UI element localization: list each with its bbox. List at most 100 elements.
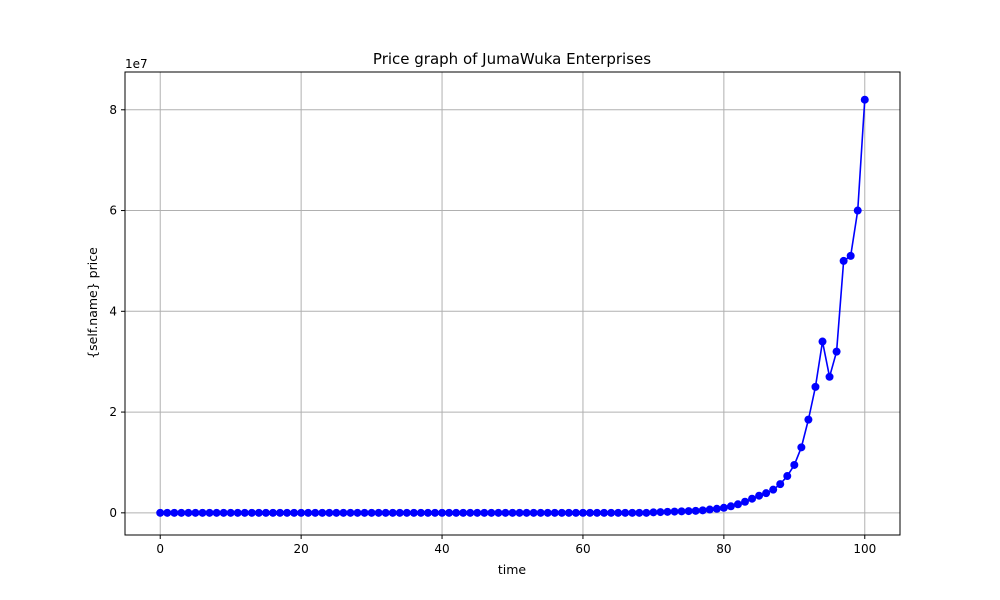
data-point: [318, 508, 327, 517]
data-point: [459, 508, 468, 517]
data-point: [698, 506, 707, 515]
data-point: [571, 508, 580, 517]
data-point: [635, 508, 644, 517]
data-point: [755, 491, 764, 500]
data-point: [311, 508, 320, 517]
data-point: [691, 506, 700, 515]
data-point: [247, 508, 256, 517]
data-point: [811, 382, 820, 391]
data-point: [438, 508, 447, 517]
data-point: [212, 508, 221, 517]
data-point: [304, 508, 313, 517]
data-point: [170, 508, 179, 517]
y-tick-label: 0: [109, 506, 117, 520]
data-point: [578, 508, 587, 517]
y-axis-label: {self.name} price: [85, 247, 100, 359]
data-point: [184, 508, 193, 517]
data-point: [233, 508, 242, 517]
data-point: [748, 494, 757, 503]
data-point: [564, 508, 573, 517]
data-point: [649, 508, 658, 517]
data-point: [614, 508, 623, 517]
data-point: [494, 508, 503, 517]
data-point: [205, 508, 214, 517]
grid-lines: [125, 72, 900, 535]
data-point: [522, 508, 531, 517]
data-point: [452, 508, 461, 517]
data-point: [860, 95, 869, 104]
data-point: [677, 507, 686, 516]
data-point: [402, 508, 411, 517]
data-point: [656, 508, 665, 517]
data-point: [515, 508, 524, 517]
data-point: [607, 508, 616, 517]
data-point: [712, 504, 721, 513]
series-line-0: [160, 99, 866, 514]
data-point: [684, 507, 693, 516]
data-point: [226, 508, 235, 517]
data-point: [818, 337, 827, 346]
data-point: [325, 508, 334, 517]
data-point: [769, 485, 778, 494]
data-point: [550, 508, 559, 517]
data-point: [346, 508, 355, 517]
data-point: [423, 508, 432, 517]
data-point: [409, 508, 418, 517]
data-point: [332, 508, 341, 517]
data-point: [790, 460, 799, 469]
data-point: [719, 503, 728, 512]
data-point: [177, 508, 186, 517]
plot-frame: [124, 71, 901, 536]
data-point: [846, 251, 855, 260]
x-tick-label: 20: [293, 542, 308, 556]
data-point: [156, 508, 165, 517]
data-point: [416, 508, 425, 517]
data-point: [395, 508, 404, 517]
axes: 0 20 40 60 80 100 0 2 4 6 8: [109, 71, 901, 556]
data-point: [261, 508, 270, 517]
data-point: [198, 508, 207, 517]
data-point: [283, 508, 292, 517]
data-point: [776, 480, 785, 489]
data-point: [353, 508, 362, 517]
data-point: [726, 502, 735, 511]
data-point: [367, 508, 376, 517]
data-point: [268, 508, 277, 517]
data-point: [290, 508, 299, 517]
data-point: [783, 472, 792, 481]
data-point: [663, 507, 672, 516]
y-tick-label: 2: [109, 405, 117, 419]
y-tick-label: 8: [109, 103, 117, 117]
data-point: [600, 508, 609, 517]
data-point: [240, 508, 249, 517]
data-point: [445, 508, 454, 517]
data-point: [466, 508, 475, 517]
data-point: [297, 508, 306, 517]
data-point: [825, 372, 834, 381]
data-point: [804, 415, 813, 424]
chart-title: Price graph of JumaWuka Enterprises: [373, 50, 651, 68]
data-point: [832, 347, 841, 356]
data-point: [276, 508, 284, 517]
data-point: [374, 508, 383, 517]
x-tick-label: 0: [156, 542, 164, 556]
data-point: [705, 505, 714, 514]
data-point: [593, 508, 602, 517]
x-axis-label: time: [498, 562, 527, 577]
series-layer: [156, 95, 869, 517]
data-point: [741, 497, 749, 506]
data-point: [853, 206, 862, 215]
data-point: [219, 508, 228, 517]
data-point: [254, 508, 263, 517]
x-tick-label: 40: [434, 542, 449, 556]
data-point: [543, 508, 552, 517]
data-point: [536, 508, 545, 517]
data-point: [762, 489, 771, 498]
data-point: [628, 508, 637, 517]
data-point: [487, 508, 496, 517]
data-point: [473, 508, 482, 517]
y-tick-label: 4: [109, 304, 117, 318]
data-point: [797, 443, 806, 452]
data-point: [191, 508, 200, 517]
data-point: [431, 508, 439, 517]
